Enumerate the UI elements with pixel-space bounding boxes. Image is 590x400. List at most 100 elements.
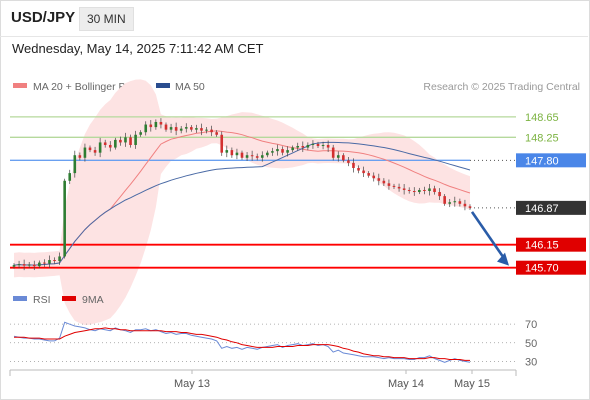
candle-body bbox=[261, 155, 264, 158]
candle-body bbox=[210, 130, 213, 133]
candle-body bbox=[94, 150, 97, 153]
candle-body bbox=[256, 156, 259, 158]
candle-body bbox=[418, 190, 421, 192]
candle-body bbox=[276, 149, 279, 151]
candle-body bbox=[403, 188, 406, 190]
candle-body bbox=[185, 127, 188, 129]
candle-body bbox=[362, 171, 365, 174]
candle-body bbox=[139, 132, 142, 135]
candle-body bbox=[438, 192, 441, 196]
candle-body bbox=[448, 202, 451, 204]
legend-label-rsi: RSI bbox=[33, 294, 51, 306]
candle-body bbox=[119, 140, 122, 143]
candle-body bbox=[296, 146, 299, 148]
candle-body bbox=[266, 153, 269, 156]
candle-body bbox=[413, 191, 416, 192]
rsi-ma-line bbox=[14, 328, 470, 361]
candle-body bbox=[337, 155, 340, 158]
time-axis-label: May 15 bbox=[454, 378, 490, 390]
legend-label-ma50: MA 50 bbox=[175, 81, 205, 93]
candle-body bbox=[322, 145, 325, 146]
candle-body bbox=[215, 132, 218, 135]
candle-body bbox=[378, 178, 381, 181]
rsi-tick-label: 70 bbox=[525, 319, 537, 331]
candle-body bbox=[367, 173, 370, 176]
candle-body bbox=[317, 144, 320, 146]
candle-body bbox=[226, 150, 229, 153]
candle-body bbox=[388, 183, 391, 186]
candle-body bbox=[13, 265, 16, 267]
candle-body bbox=[84, 148, 87, 158]
candle-body bbox=[200, 128, 203, 131]
watermark-text: Research © 2025 Trading Central bbox=[423, 81, 580, 93]
legend-swatch-9ma bbox=[62, 296, 76, 301]
candle-body bbox=[327, 145, 330, 148]
candle-body bbox=[443, 196, 446, 204]
candle-body bbox=[63, 181, 66, 257]
candle-body bbox=[53, 260, 56, 261]
candle-body bbox=[205, 130, 208, 131]
candle-body bbox=[18, 264, 21, 265]
candle-body bbox=[347, 160, 350, 163]
rsi-panel: 705030 bbox=[10, 319, 537, 368]
candle-body bbox=[48, 260, 51, 264]
candle-body bbox=[104, 142, 107, 145]
candle-body bbox=[129, 137, 132, 145]
candle-body bbox=[251, 155, 254, 156]
legend-label-9ma: 9MA bbox=[82, 294, 104, 306]
legend-swatch-rsi bbox=[13, 296, 27, 301]
projection-arrow-shaft bbox=[472, 212, 505, 260]
candle-body bbox=[124, 137, 127, 142]
candle-body bbox=[38, 263, 41, 267]
candle-body bbox=[231, 150, 234, 155]
candle-body bbox=[43, 263, 46, 264]
pivot-label: 147.80 bbox=[525, 155, 559, 167]
candle-body bbox=[423, 190, 426, 191]
candle-body bbox=[33, 265, 36, 267]
resistance-label: 148.25 bbox=[525, 132, 559, 144]
candle-body bbox=[246, 155, 249, 158]
candle-body bbox=[155, 122, 158, 127]
candle-body bbox=[89, 148, 92, 151]
candle-body bbox=[190, 127, 193, 130]
candle-body bbox=[383, 181, 386, 184]
candle-body bbox=[79, 155, 82, 158]
candle-body bbox=[160, 122, 163, 125]
candle-body bbox=[195, 128, 198, 130]
price-panel: 148.65 148.25 147.80 146.87 146.15 145.70 bbox=[10, 79, 586, 325]
candle-body bbox=[469, 206, 472, 208]
support-label: 145.70 bbox=[525, 263, 559, 275]
candle-body bbox=[144, 125, 147, 133]
candle-body bbox=[312, 144, 315, 145]
candle-body bbox=[307, 145, 310, 148]
candle-body bbox=[58, 256, 61, 261]
candle-body bbox=[454, 201, 457, 202]
last-price-label: 146.87 bbox=[525, 203, 559, 215]
candle-body bbox=[352, 163, 355, 168]
candle-body bbox=[99, 142, 102, 152]
legend-swatch-ma50 bbox=[156, 83, 170, 88]
candle-body bbox=[291, 148, 294, 151]
candle-body bbox=[23, 264, 26, 266]
time-axis-label: May 13 bbox=[174, 378, 210, 390]
candle-body bbox=[459, 201, 462, 204]
candle-body bbox=[332, 148, 335, 158]
candle-body bbox=[170, 127, 173, 130]
candle-body bbox=[134, 135, 137, 145]
resistance-label: 148.65 bbox=[525, 112, 559, 124]
candle-body bbox=[342, 155, 345, 160]
rsi-line bbox=[14, 322, 470, 362]
rsi-tick-label: 30 bbox=[525, 356, 537, 368]
candle-body bbox=[372, 176, 375, 179]
candle-body bbox=[165, 125, 168, 130]
candle-body bbox=[302, 146, 305, 148]
candle-body bbox=[109, 145, 112, 148]
candle-body bbox=[464, 204, 467, 207]
candle-body bbox=[68, 173, 71, 181]
candle-body bbox=[428, 188, 431, 191]
candle-body bbox=[271, 151, 274, 153]
candle-body bbox=[398, 187, 401, 189]
time-axis: May 13 May 14 May 15 bbox=[10, 370, 516, 390]
candle-body bbox=[28, 265, 31, 266]
